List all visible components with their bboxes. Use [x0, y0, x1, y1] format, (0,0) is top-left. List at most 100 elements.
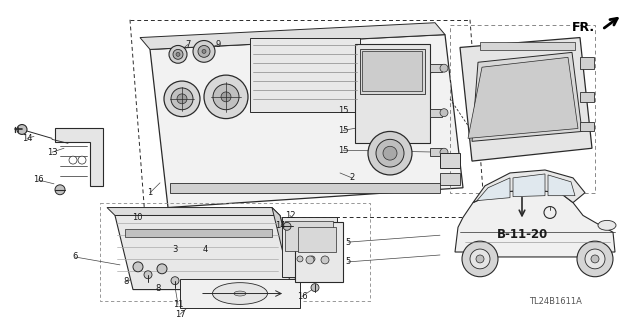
Text: 14: 14 [22, 134, 32, 143]
Circle shape [173, 49, 183, 59]
Bar [480, 42, 575, 50]
Circle shape [171, 277, 179, 285]
Polygon shape [548, 175, 575, 196]
Circle shape [177, 94, 187, 104]
Text: 14: 14 [275, 221, 285, 230]
Polygon shape [473, 170, 585, 203]
Circle shape [321, 256, 329, 264]
Circle shape [309, 256, 315, 262]
Bar [355, 44, 430, 143]
Circle shape [585, 249, 605, 269]
Circle shape [171, 88, 193, 110]
Circle shape [157, 264, 167, 274]
Bar [450, 25, 595, 193]
Bar [440, 173, 460, 185]
Polygon shape [477, 178, 510, 201]
Bar [180, 279, 300, 308]
Text: 2: 2 [349, 174, 355, 182]
Polygon shape [140, 23, 445, 49]
Bar [430, 148, 442, 156]
Text: 16: 16 [297, 292, 307, 301]
Circle shape [577, 241, 613, 277]
Circle shape [169, 46, 187, 63]
Circle shape [368, 131, 412, 175]
Polygon shape [150, 34, 463, 208]
Bar [125, 229, 272, 237]
Text: 8: 8 [156, 284, 161, 293]
Polygon shape [455, 190, 615, 257]
Text: 8: 8 [124, 277, 129, 286]
Text: 17: 17 [175, 310, 186, 319]
Text: B-11-20: B-11-20 [497, 228, 548, 241]
Text: 9: 9 [216, 40, 221, 49]
Text: 1: 1 [147, 188, 152, 197]
Polygon shape [472, 52, 582, 141]
Circle shape [164, 81, 200, 117]
Text: 10: 10 [132, 213, 142, 222]
Bar [100, 203, 370, 301]
Bar [282, 218, 337, 277]
Ellipse shape [212, 283, 268, 304]
Circle shape [311, 284, 319, 292]
Circle shape [440, 64, 448, 72]
Bar [440, 153, 460, 168]
Polygon shape [468, 57, 578, 138]
Polygon shape [513, 174, 545, 197]
Bar [580, 92, 594, 102]
Text: TL24B1611A: TL24B1611A [529, 297, 582, 306]
Circle shape [78, 156, 86, 164]
Circle shape [198, 46, 210, 57]
Circle shape [591, 255, 599, 263]
Circle shape [283, 222, 291, 230]
Circle shape [193, 41, 215, 62]
Text: 6: 6 [72, 252, 77, 262]
Circle shape [69, 156, 77, 164]
Text: 12: 12 [285, 211, 295, 220]
Circle shape [440, 148, 448, 156]
Circle shape [17, 124, 27, 134]
Circle shape [202, 49, 206, 53]
Circle shape [376, 139, 404, 167]
Text: 5: 5 [346, 257, 351, 266]
Circle shape [462, 241, 498, 277]
Ellipse shape [234, 291, 246, 296]
Text: 7: 7 [186, 40, 191, 49]
Circle shape [383, 146, 397, 160]
Circle shape [470, 249, 490, 269]
Text: 4: 4 [202, 245, 207, 254]
Bar [362, 51, 422, 91]
Bar [430, 109, 442, 117]
Circle shape [55, 185, 65, 195]
Circle shape [297, 256, 303, 262]
Text: 13: 13 [47, 148, 58, 157]
Text: 5: 5 [346, 238, 351, 247]
Bar [250, 38, 360, 112]
Circle shape [204, 75, 248, 119]
Bar [295, 222, 343, 282]
Circle shape [306, 256, 314, 264]
Bar [298, 227, 336, 252]
Circle shape [144, 271, 152, 279]
Circle shape [440, 109, 448, 117]
Circle shape [176, 52, 180, 56]
Polygon shape [107, 208, 280, 215]
Bar [580, 122, 594, 131]
Bar [285, 221, 333, 251]
Ellipse shape [598, 220, 616, 230]
Text: 15: 15 [338, 126, 348, 135]
Circle shape [213, 84, 239, 110]
Bar [170, 183, 440, 193]
Polygon shape [460, 38, 592, 161]
Text: FR.: FR. [572, 21, 595, 34]
Circle shape [476, 255, 484, 263]
Circle shape [133, 262, 143, 272]
Circle shape [221, 92, 231, 102]
Text: 3: 3 [172, 245, 178, 254]
Polygon shape [115, 215, 298, 290]
Text: 15: 15 [338, 146, 348, 155]
Bar [430, 64, 442, 72]
Bar [360, 49, 425, 94]
Polygon shape [272, 208, 298, 290]
Polygon shape [55, 129, 103, 186]
Text: 16: 16 [33, 175, 44, 184]
